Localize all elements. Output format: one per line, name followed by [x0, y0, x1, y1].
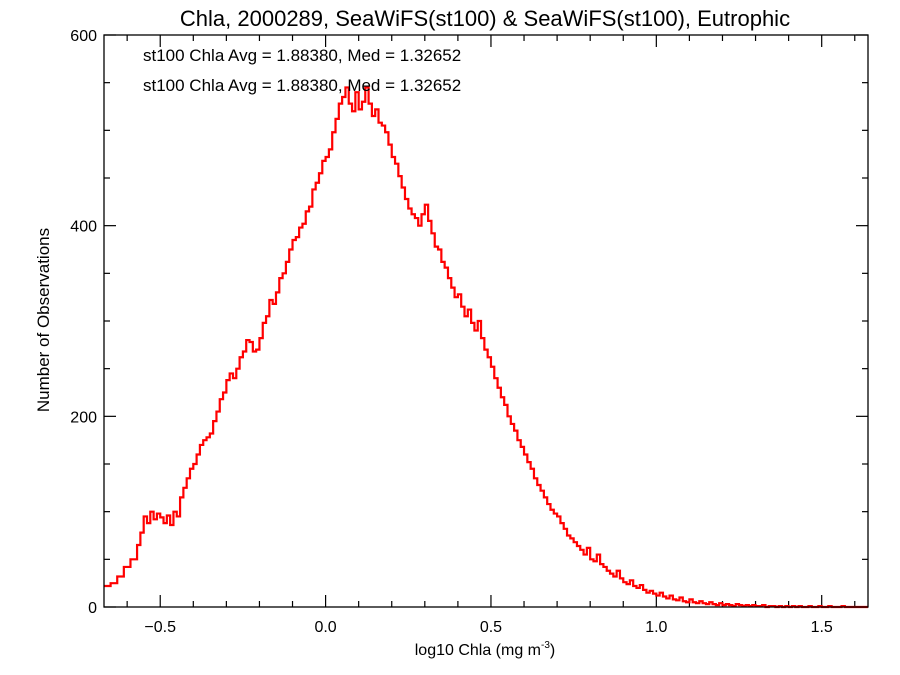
stats-annotation-red: st100 Chla Avg = 1.88380, Med = 1.32652	[143, 76, 461, 95]
x-axis-label-text: log10 Chla (mg m	[415, 642, 541, 659]
plot-frame	[103, 34, 869, 608]
y-tick-label: 600	[70, 28, 97, 45]
y-tick-label: 0	[88, 600, 97, 617]
x-axis-label: log10 Chla (mg m-3)	[415, 640, 556, 659]
x-tick-label: 1.0	[645, 619, 667, 636]
axis-tick-labels: −0.5 0.0 0.5 1.0 1.5 0 200 400 600	[70, 28, 833, 636]
x-tick-label: −0.5	[144, 619, 176, 636]
x-tick-label: 0.5	[480, 619, 502, 636]
x-axis-label-exponent: -3	[541, 640, 550, 651]
x-axis-label-close: )	[550, 642, 555, 659]
histogram-series-line	[104, 86, 868, 609]
y-tick-label: 400	[70, 219, 97, 236]
y-tick-label: 200	[70, 409, 97, 426]
x-tick-label: 0.0	[314, 619, 336, 636]
stats-annotation-black: st100 Chla Avg = 1.88380, Med = 1.32652	[143, 46, 461, 65]
chart-title: Chla, 2000289, SeaWiFS(st100) & SeaWiFS(…	[180, 6, 790, 31]
y-axis-label: Number of Observations	[34, 228, 53, 412]
x-tick-label: 1.5	[811, 619, 833, 636]
